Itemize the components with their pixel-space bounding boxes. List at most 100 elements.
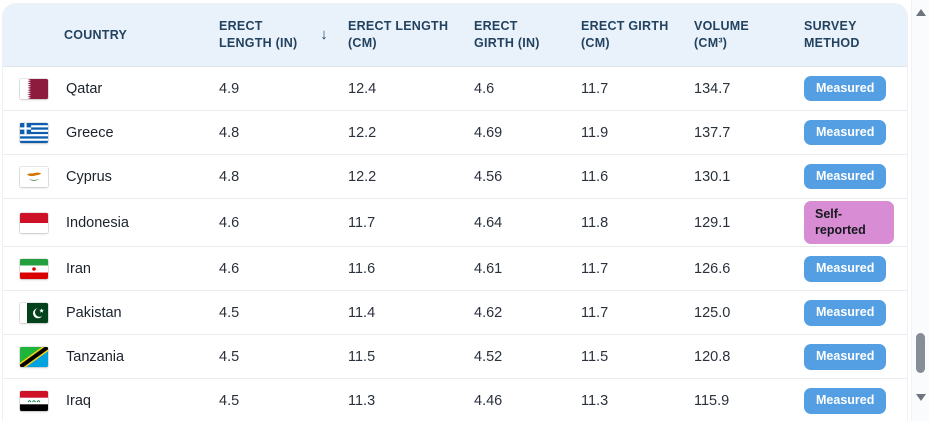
country-cell: Iraq <box>3 378 203 421</box>
erect-length-in-cell: 4.6 <box>203 197 332 247</box>
erect-length-cm-cell: 12.2 <box>332 154 458 199</box>
column-header-label: ERECT LENGTH (IN) <box>219 19 298 50</box>
iraq-flag-icon <box>20 390 48 411</box>
erect-length-in-cell: 4.5 <box>203 378 332 421</box>
scrollbar-thumb[interactable] <box>916 333 925 373</box>
column-header-label: VOLUME (CM³) <box>694 19 749 50</box>
erect-length-in-cell: 4.5 <box>203 290 332 335</box>
column-header-survey-method[interactable]: SURVEY METHOD <box>788 4 907 67</box>
erect-length-cm-cell: 12.4 <box>332 66 458 111</box>
vertical-scrollbar[interactable] <box>911 0 929 421</box>
country-cell: Tanzania <box>3 334 203 379</box>
country-stats-table: COUNTRY ERECT LENGTH (IN) ↓ ERECT LENGTH… <box>2 3 908 421</box>
erect-length-in-cell: 4.6 <box>203 246 332 291</box>
cyprus-flag-icon <box>20 166 48 187</box>
column-header-erect-length-in[interactable]: ERECT LENGTH (IN) ↓ <box>203 4 332 67</box>
country-name: Greece <box>66 124 114 141</box>
survey-method-badge: Measured <box>804 163 887 190</box>
volume-cm3-cell: 125.0 <box>678 290 788 335</box>
erect-length-cm-cell: 11.6 <box>332 246 458 291</box>
erect-girth-in-cell: 4.6 <box>458 66 565 111</box>
column-header-erect-girth-cm[interactable]: ERECT GIRTH (CM) <box>565 4 678 67</box>
volume-cm3-cell: 130.1 <box>678 154 788 199</box>
volume-cm3-cell: 120.8 <box>678 334 788 379</box>
table-row: Iran 4.6 11.6 4.61 11.7 126.6 Measured <box>3 246 907 291</box>
table-row: Pakistan 4.5 11.4 4.62 11.7 125.0 Measured <box>3 290 907 335</box>
country-cell: Cyprus <box>3 154 203 199</box>
erect-length-in-cell: 4.8 <box>203 110 332 155</box>
table-row: Greece 4.8 12.2 4.69 11.9 137.7 Measured <box>3 110 907 155</box>
volume-cm3-cell: 129.1 <box>678 197 788 247</box>
erect-girth-in-cell: 4.61 <box>458 246 565 291</box>
scrollbar-up-button[interactable] <box>912 4 929 20</box>
survey-method-cell: Measured <box>788 66 907 111</box>
scrollbar-down-button[interactable] <box>912 389 929 405</box>
erect-girth-cm-cell: 11.7 <box>565 66 678 111</box>
erect-length-in-cell: 4.8 <box>203 154 332 199</box>
iran-flag-icon <box>20 258 48 279</box>
country-name: Cyprus <box>66 168 112 185</box>
erect-girth-in-cell: 4.62 <box>458 290 565 335</box>
header-row: COUNTRY ERECT LENGTH (IN) ↓ ERECT LENGTH… <box>3 4 907 67</box>
column-header-erect-length-cm[interactable]: ERECT LENGTH (CM) <box>332 4 458 67</box>
survey-method-badge: Measured <box>804 119 887 146</box>
survey-method-cell: Measured <box>788 110 907 155</box>
column-header-country[interactable]: COUNTRY <box>3 4 203 67</box>
column-header-erect-girth-in[interactable]: ERECT GIRTH (IN) <box>458 4 565 67</box>
column-header-volume-cm3[interactable]: VOLUME (CM³) <box>678 4 788 67</box>
erect-girth-cm-cell: 11.7 <box>565 246 678 291</box>
qatar-flag-icon <box>20 78 48 99</box>
survey-method-cell: Measured <box>788 290 907 335</box>
erect-girth-cm-cell: 11.3 <box>565 378 678 421</box>
triangle-down-icon <box>915 393 926 401</box>
survey-method-badge: Measured <box>804 387 887 414</box>
survey-method-cell: Measured <box>788 154 907 199</box>
survey-method-cell: Measured <box>788 246 907 291</box>
survey-method-cell: Measured <box>788 334 907 379</box>
column-header-label: COUNTRY <box>64 27 128 42</box>
volume-cm3-cell: 134.7 <box>678 66 788 111</box>
erect-length-cm-cell: 11.4 <box>332 290 458 335</box>
column-header-label: ERECT GIRTH (CM) <box>581 19 669 50</box>
survey-method-cell: Measured <box>788 378 907 421</box>
erect-girth-in-cell: 4.56 <box>458 154 565 199</box>
erect-girth-cm-cell: 11.6 <box>565 154 678 199</box>
country-name: Indonesia <box>66 214 129 231</box>
column-header-label: ERECT LENGTH (CM) <box>348 19 449 50</box>
volume-cm3-cell: 137.7 <box>678 110 788 155</box>
country-cell: Greece <box>3 110 203 155</box>
volume-cm3-cell: 115.9 <box>678 378 788 421</box>
erect-length-cm-cell: 11.5 <box>332 334 458 379</box>
survey-method-badge: Measured <box>804 255 887 282</box>
erect-length-cm-cell: 12.2 <box>332 110 458 155</box>
table-row: Tanzania 4.5 11.5 4.52 11.5 120.8 Measured <box>3 334 907 379</box>
column-header-label: SURVEY METHOD <box>804 19 860 50</box>
country-cell: Iran <box>3 246 203 291</box>
greece-flag-icon <box>20 122 48 143</box>
country-name: Pakistan <box>66 304 122 321</box>
table-row: Cyprus 4.8 12.2 4.56 11.6 130.1 Measured <box>3 154 907 199</box>
survey-method-badge: Measured <box>804 75 887 102</box>
column-header-label: ERECT GIRTH (IN) <box>474 19 540 50</box>
erect-length-cm-cell: 11.7 <box>332 197 458 247</box>
sort-descending-icon[interactable]: ↓ <box>320 25 328 43</box>
erect-girth-cm-cell: 11.9 <box>565 110 678 155</box>
tanzania-flag-icon <box>20 346 48 367</box>
country-name: Iraq <box>66 392 91 409</box>
erect-length-in-cell: 4.5 <box>203 334 332 379</box>
indonesia-flag-icon <box>20 212 48 233</box>
table-row: Iraq 4.5 11.3 4.46 11.3 115.9 Measured <box>3 378 907 421</box>
volume-cm3-cell: 126.6 <box>678 246 788 291</box>
erect-girth-in-cell: 4.52 <box>458 334 565 379</box>
survey-method-cell: Self-reported <box>788 197 907 247</box>
survey-method-badge: Measured <box>804 299 887 326</box>
triangle-up-icon <box>915 8 926 16</box>
table-body: Qatar 4.9 12.4 4.6 11.7 134.7 Measured Greece 4.… <box>3 66 907 421</box>
table-row: Indonesia 4.6 11.7 4.64 11.8 129.1 Self-report… <box>3 197 907 247</box>
erect-length-in-cell: 4.9 <box>203 66 332 111</box>
table-row: Qatar 4.9 12.4 4.6 11.7 134.7 Measured <box>3 66 907 111</box>
erect-girth-cm-cell: 11.7 <box>565 290 678 335</box>
country-name: Iran <box>66 260 91 277</box>
country-cell: Indonesia <box>3 197 203 247</box>
